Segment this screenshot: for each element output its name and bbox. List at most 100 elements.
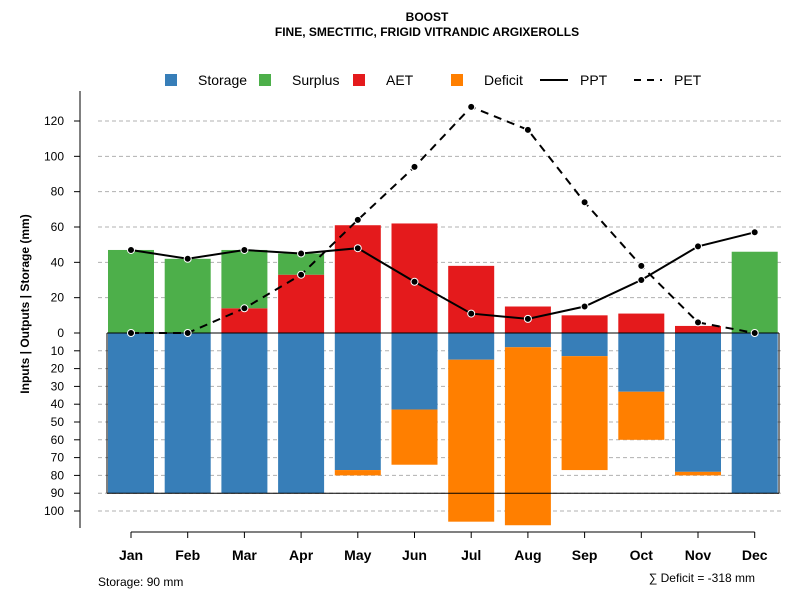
bar-deficit-oct [618, 391, 665, 440]
bar-storage-sep [561, 333, 608, 357]
pet-point-feb [183, 329, 192, 337]
ppt-point-sep [580, 302, 589, 311]
bar-deficit-sep [561, 356, 608, 471]
x-tick-label: Jun [402, 547, 427, 563]
bar-aet-may [334, 225, 381, 333]
y-tick-label: 40 [51, 397, 65, 411]
bar-deficit-nov [675, 471, 721, 476]
ppt-point-mar [240, 245, 249, 254]
ppt-point-apr [297, 249, 306, 258]
bar-aet-nov [675, 325, 721, 333]
x-tick-label: Dec [742, 547, 768, 563]
y-tick-label: 0 [57, 326, 64, 340]
bar-deficit-jul [448, 359, 495, 522]
pet-point-jul [467, 102, 476, 111]
legend-swatch-aet [353, 74, 365, 86]
pet-point-nov [694, 318, 702, 327]
bar-deficit-aug [504, 347, 551, 526]
legend-label-surplus: Surplus [292, 72, 339, 88]
pet-point-apr [297, 270, 306, 279]
y-tick-label: 120 [44, 114, 64, 128]
bar-storage-jan [108, 333, 154, 494]
pet-point-oct [637, 261, 646, 270]
y-tick-label: 80 [51, 185, 65, 199]
bar-storage-aug [504, 333, 551, 348]
ppt-point-may [353, 244, 362, 253]
y-tick-label: 100 [44, 504, 64, 518]
ppt-point-nov [694, 242, 702, 251]
bar-storage-apr [278, 333, 325, 494]
bar-storage-jul [448, 333, 495, 360]
bar-deficit-may [334, 470, 381, 476]
bar-surplus-mar [221, 249, 268, 309]
bar-aet-sep [561, 315, 608, 333]
x-tick-label: Aug [514, 547, 541, 563]
deficit-sum-footnote: ∑ Deficit = -318 mm [649, 571, 755, 585]
bar-storage-feb [164, 333, 211, 494]
y-axis-label: Inputs | Outputs | Storage (mm) [18, 214, 32, 393]
y-tick-label: 90 [51, 486, 65, 500]
bar-storage-may [334, 333, 381, 471]
bar-aet-oct [618, 313, 665, 333]
legend: Storage Surplus AET Deficit PPT PET [165, 72, 702, 88]
y-tick-label: 10 [51, 344, 65, 358]
bar-deficit-jun [391, 409, 438, 465]
pet-point-may [353, 215, 362, 224]
axes-frame: 0 20 40 60 80 100 120 10 20 30 40 50 60 70 80 90 100 Jan F… [44, 91, 780, 563]
bar-storage-mar [221, 333, 268, 494]
x-tick-label: Apr [289, 547, 314, 563]
ppt-point-dec [750, 228, 759, 237]
y-tick-label: 100 [44, 149, 64, 163]
x-tick-label: Mar [232, 547, 257, 563]
legend-label-deficit: Deficit [484, 72, 523, 88]
ppt-point-oct [637, 276, 646, 284]
legend-swatch-surplus [259, 74, 271, 86]
bar-aet-jul [448, 265, 495, 333]
storage-footnote: Storage: 90 mm [98, 575, 183, 589]
pet-point-sep [580, 198, 589, 207]
x-tick-label: Nov [685, 547, 712, 563]
bar-aet-apr [278, 274, 325, 333]
pet-point-aug [523, 125, 532, 134]
bar-storage-dec [731, 333, 778, 494]
y-tick-label: 40 [51, 255, 65, 269]
x-tick-label: Feb [175, 547, 200, 563]
legend-label-pet: PET [674, 72, 702, 88]
y-tick-label: 80 [51, 468, 65, 482]
chart-title: BOOST [406, 10, 449, 24]
bar-surplus-jan [108, 249, 154, 333]
legend-label-ppt: PPT [580, 72, 608, 88]
ppt-point-jun [410, 277, 419, 286]
legend-label-storage: Storage [198, 72, 247, 88]
y-tick-label: 70 [51, 451, 65, 465]
chart-subtitle: FINE, SMECTITIC, FRIGID VITRANDIC ARGIXE… [275, 25, 579, 39]
y-tick-label: 60 [51, 220, 65, 234]
bar-aet-mar [221, 308, 268, 333]
bars [108, 223, 778, 526]
legend-label-aet: AET [386, 72, 414, 88]
y-tick-label: 50 [51, 415, 65, 429]
y-tick-label: 60 [51, 433, 65, 447]
legend-swatch-deficit [451, 74, 463, 86]
x-tick-label: Jul [461, 547, 481, 563]
ppt-point-jan [127, 245, 135, 254]
pet-point-mar [240, 304, 249, 313]
bar-storage-nov [675, 333, 721, 472]
ppt-point-jul [467, 309, 476, 318]
y-tick-label: 30 [51, 379, 65, 393]
legend-swatch-storage [165, 74, 177, 86]
pet-point-dec [750, 329, 759, 337]
bar-storage-jun [391, 333, 438, 410]
x-tick-label: May [344, 547, 371, 563]
bar-storage-oct [618, 333, 665, 392]
y-tick-label: 20 [51, 291, 65, 305]
bar-surplus-dec [731, 251, 778, 333]
ppt-point-feb [183, 254, 192, 263]
series-lines [127, 102, 759, 337]
pet-point-jan [127, 329, 135, 337]
x-tick-label: Oct [630, 547, 654, 563]
x-tick-label: Sep [572, 547, 598, 563]
ppt-point-aug [523, 314, 532, 323]
x-tick-label: Jan [119, 547, 143, 563]
